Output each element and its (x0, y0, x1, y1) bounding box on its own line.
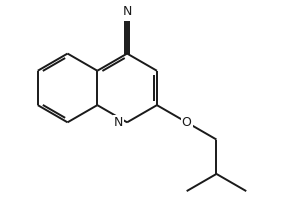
Text: O: O (182, 116, 192, 129)
Text: N: N (114, 116, 124, 129)
Text: N: N (122, 5, 132, 18)
